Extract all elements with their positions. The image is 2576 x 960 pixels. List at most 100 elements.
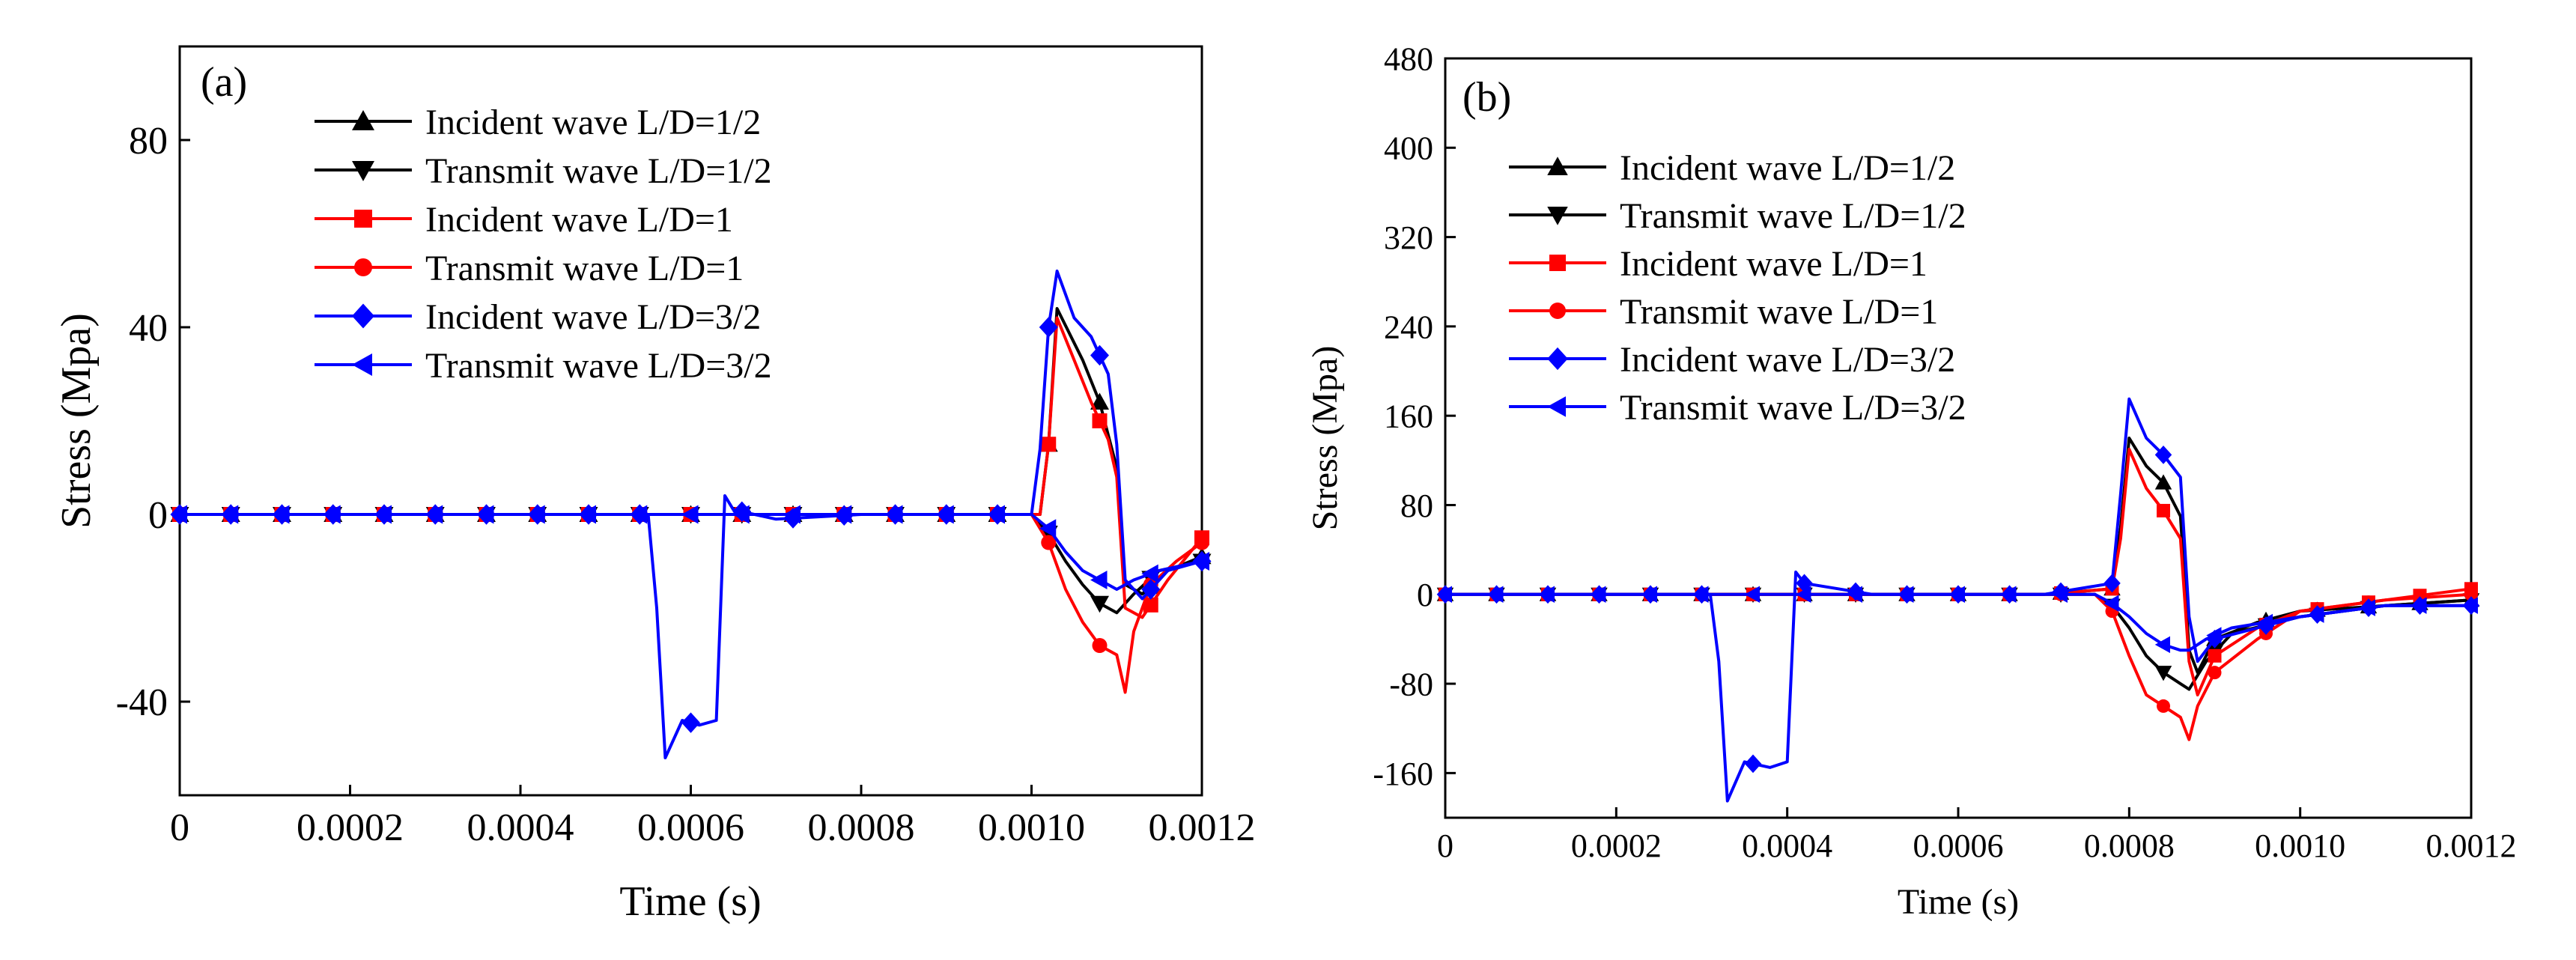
data-point [1847,586,1862,604]
x-tick-label: 0.0002 [297,806,404,849]
legend-marker [1547,157,1568,175]
x-tick-label: 0 [170,806,189,849]
x-axis-label: Time (s) [619,878,761,925]
series-6 [1436,586,2478,654]
data-point [2103,574,2121,593]
data-point [2103,595,2119,612]
y-tick-label: 0 [148,494,168,537]
y-tick-label: 160 [1384,398,1433,435]
x-tick-label: 0.0012 [2426,827,2517,864]
legend-marker [352,303,374,329]
data-point [681,712,700,733]
legend-label: Incident wave L/D=1/2 [425,103,761,142]
data-point [1092,638,1108,653]
series-3 [1439,447,2478,696]
data-point [1090,595,1109,613]
y-tick-label: -40 [116,681,168,724]
legend-marker [354,210,372,228]
data-point [886,505,903,524]
series-1 [1436,437,2480,675]
data-point [1143,597,1158,613]
legend-marker [352,353,372,376]
x-tick-label: 0 [1437,827,1453,864]
legend-marker [1547,396,1566,417]
data-point [2154,666,2172,681]
y-tick-label: -160 [1373,756,1433,792]
data-point [1898,586,1914,604]
legend: Incident wave L/D=1/2 Transmit wave L/D=1… [315,103,772,386]
y-tick-label: 400 [1384,130,1433,167]
data-point [1090,344,1109,366]
data-point [2257,613,2273,631]
data-point [630,505,648,524]
data-point [2360,599,2375,616]
legend-label: Transmit wave L/D=1 [1620,292,1938,332]
panel-label: (b) [1462,74,1511,121]
data-point [834,505,852,524]
data-point [1041,437,1057,452]
data-point [221,505,239,524]
legend-item: Incident wave L/D=3/2 [315,297,761,337]
legend-label: Transmit wave L/D=3/2 [1620,388,1966,428]
y-tick-label: 320 [1384,219,1433,256]
data-point [1039,317,1058,338]
legend-marker [352,161,374,181]
legend-marker [1549,255,1566,271]
data-point [2411,597,2427,614]
legend-item: Transmit wave L/D=3/2 [315,346,772,386]
data-point [1641,586,1657,604]
data-point [988,505,1005,524]
data-point [425,505,443,524]
y-tick-label: 240 [1384,309,1433,345]
series-line [1445,397,2471,803]
data-point [2001,586,2017,604]
data-point [1041,535,1057,550]
data-point [323,505,341,524]
x-tick-label: 0.0008 [808,806,915,849]
y-tick-label: 480 [1384,40,1433,77]
y-tick-label: 0 [1417,577,1433,613]
legend-item: Transmit wave L/D=1 [1509,292,1938,332]
legend-label: Transmit wave L/D=3/2 [425,346,772,386]
data-point [1591,586,1606,604]
series-6 [170,505,1209,591]
y-tick-label: 80 [129,120,168,162]
data-point [2154,445,2172,464]
data-point [2157,503,2170,517]
legend-label: Transmit wave L/D=1/2 [425,151,772,191]
panel-b: (b) Stress (Mpa) Time (s) 0 0.0002 0.0004 0… [1305,40,2517,922]
legend-marker [1549,303,1566,319]
data-point [1949,586,1965,604]
series-line [1445,447,2472,696]
legend-label: Incident wave L/D=3/2 [425,297,761,337]
legend-label: Incident wave L/D=1 [1620,244,1928,284]
panel-label: (a) [201,59,247,106]
data-point [579,505,596,524]
legend-label: Incident wave L/D=3/2 [1620,340,1955,380]
legend-label: Transmit wave L/D=1 [425,249,744,288]
legend-marker [354,258,372,276]
data-point [1141,564,1158,583]
data-point [1436,586,1452,604]
data-point [1090,392,1109,410]
data-point [477,505,494,524]
data-point [1039,519,1057,538]
data-point [1192,552,1209,571]
data-point [2157,699,2170,713]
data-point [681,505,699,524]
data-point [937,505,954,524]
series-line [1445,437,2472,675]
y-axis-label: Stress (Mpa) [53,313,100,529]
y-tick-label: -80 [1389,666,1433,702]
data-point [2464,587,2478,601]
legend-item: Transmit wave L/D=1/2 [1509,196,1966,236]
x-tick-label: 0.0002 [1571,827,1662,864]
x-tick-label: 0.0010 [978,806,1085,849]
x-tick-label: 0.0006 [1913,827,2004,864]
data-point [1796,586,1811,604]
data-point [1744,586,1760,604]
legend-label: Incident wave L/D=1/2 [1620,148,1955,188]
legend-label: Transmit wave L/D=1/2 [1620,196,1966,236]
data-point [1092,413,1108,428]
